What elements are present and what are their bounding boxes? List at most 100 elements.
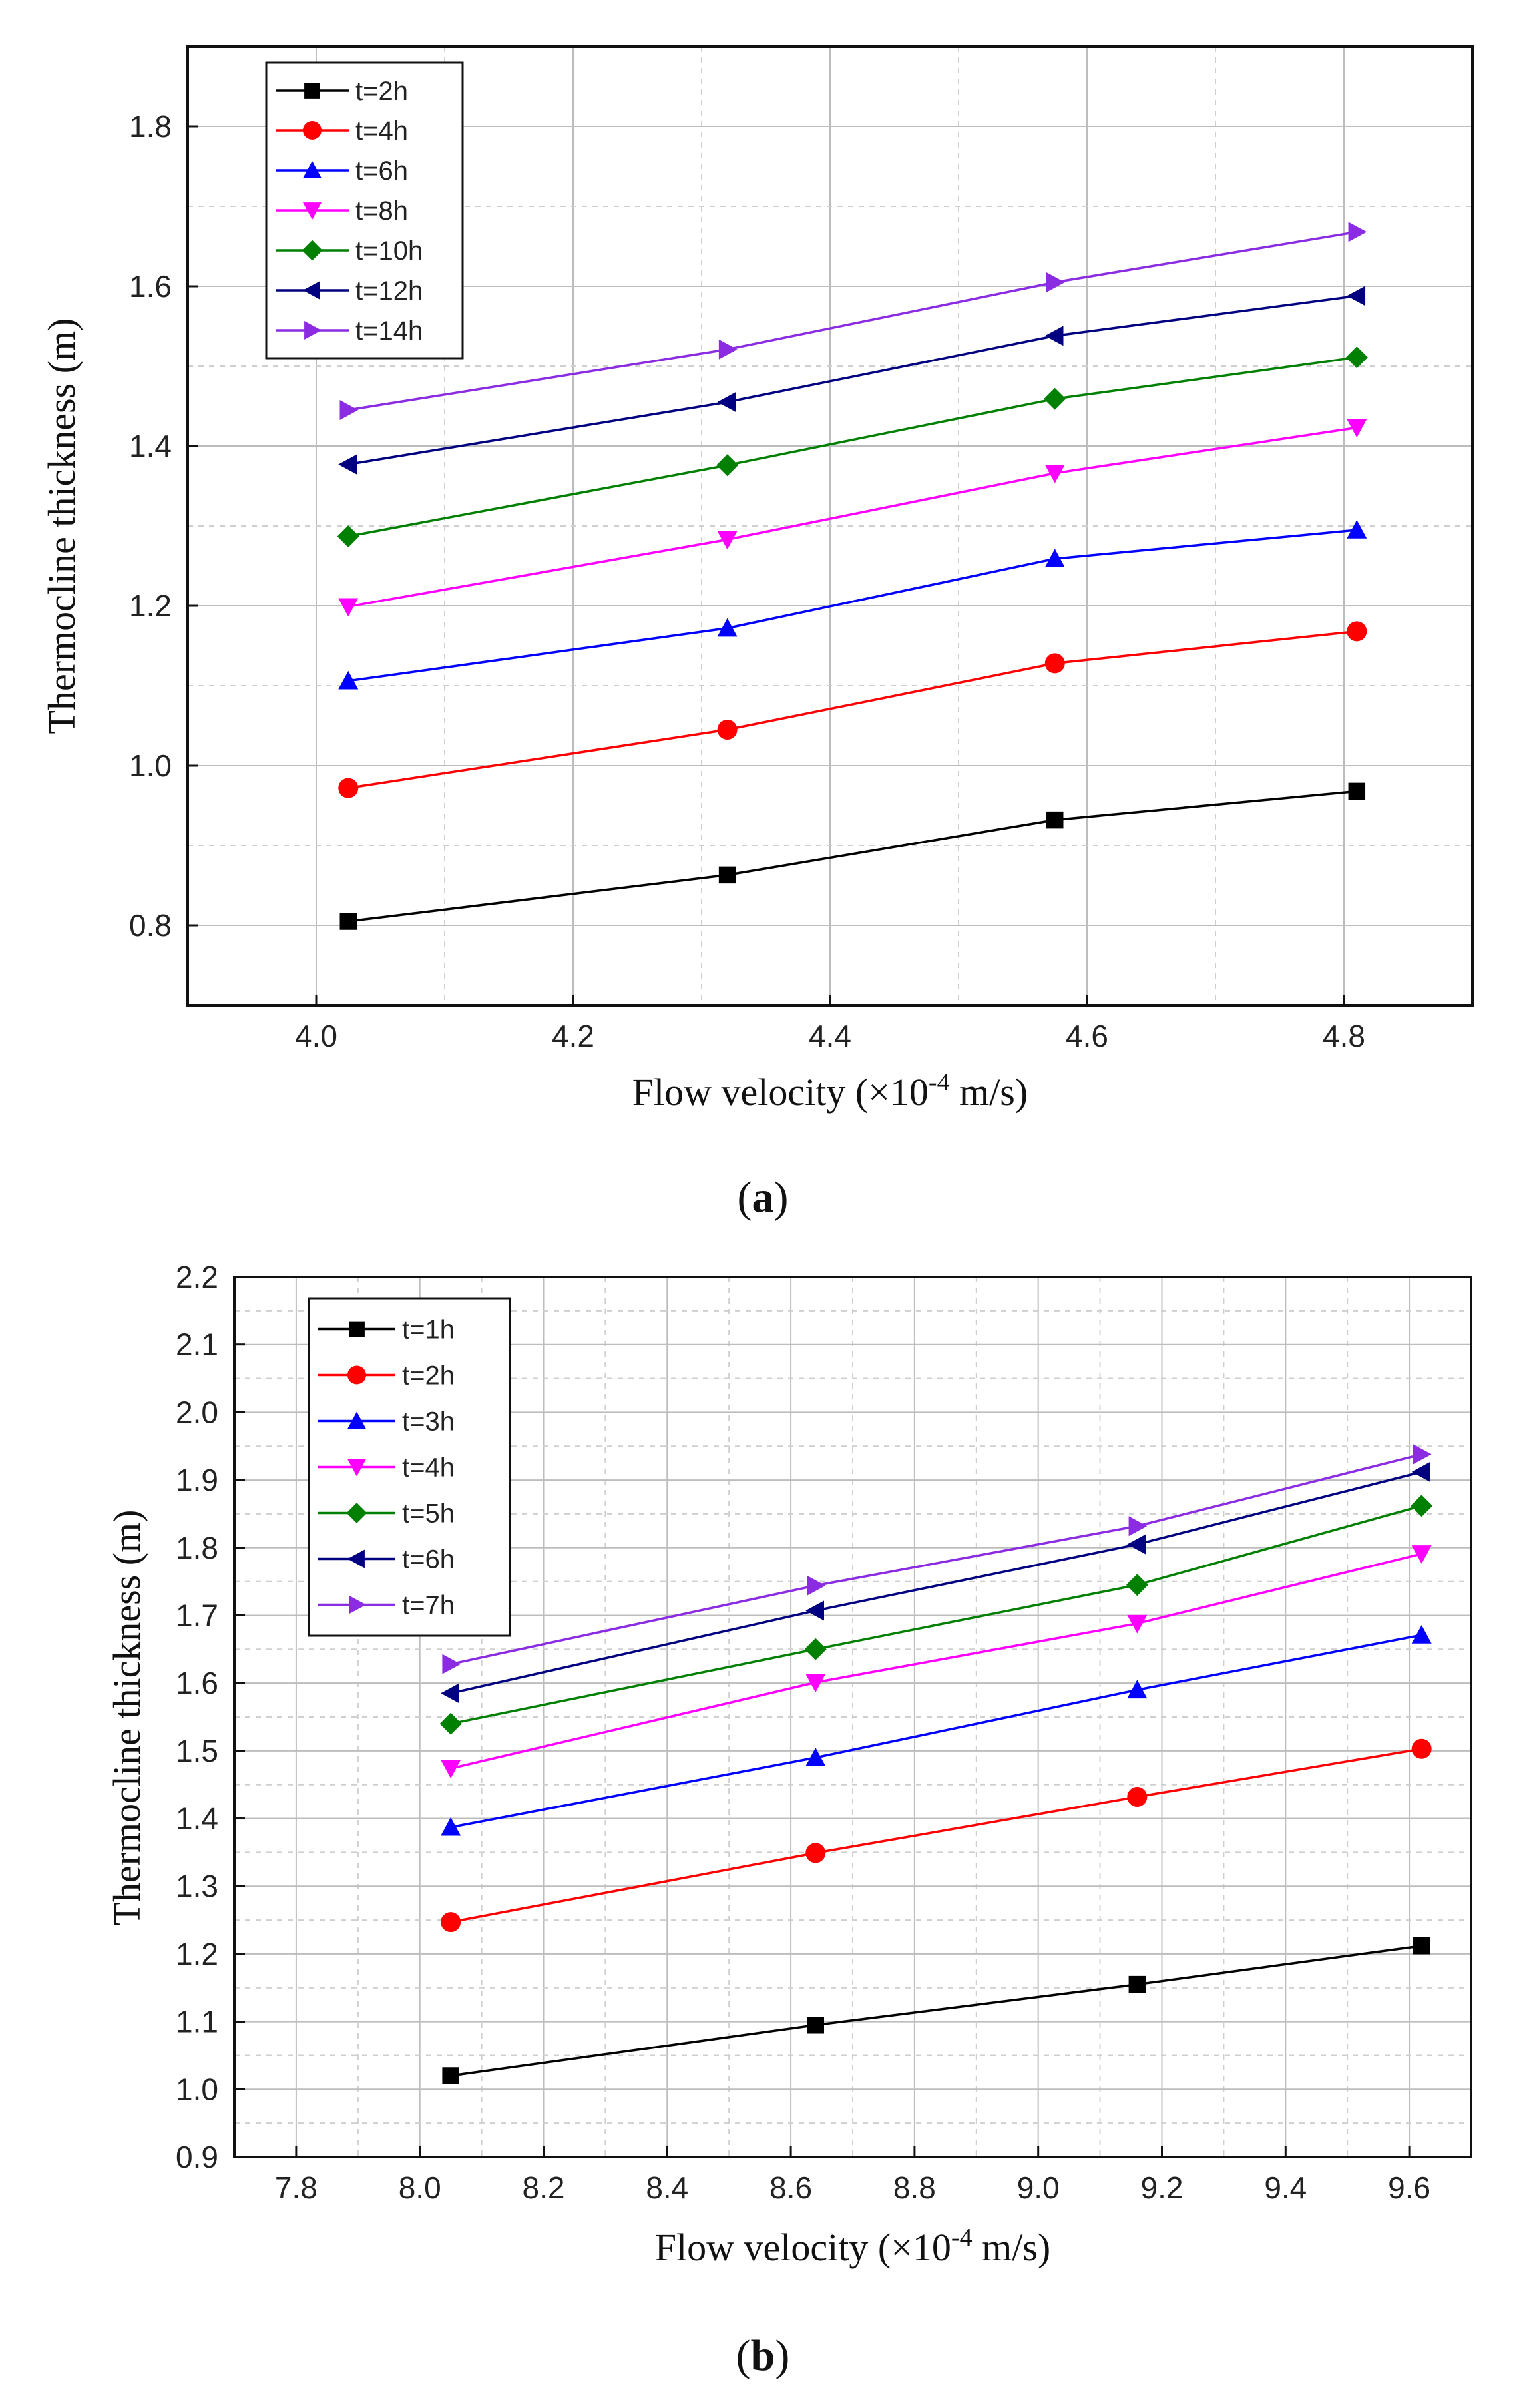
legend-item: t=1h xyxy=(318,1316,455,1345)
legend-label: t=5h xyxy=(402,1499,455,1529)
plot-frame xyxy=(233,1276,1472,2158)
y-tick-label: 0.9 xyxy=(176,2140,218,2174)
legend-label: t=6h xyxy=(402,1545,455,1574)
data-point xyxy=(1413,1937,1430,1955)
data-point xyxy=(1044,465,1065,483)
legend-label: t=10h xyxy=(355,236,423,266)
x-tick-label: 9.2 xyxy=(1141,2170,1184,2205)
data-point xyxy=(441,1683,459,1704)
legend-item: t=4h xyxy=(318,1453,455,1483)
data-point xyxy=(338,778,359,798)
y-tick-label: 1.6 xyxy=(176,1666,218,1700)
x-axis-label: Flow velocity (×10-4 m/s) xyxy=(655,2224,1050,2269)
data-point xyxy=(1413,1444,1432,1465)
series-line xyxy=(450,1553,1422,1770)
data-point xyxy=(717,720,738,740)
x-tick-label: 8.0 xyxy=(399,2170,441,2205)
x-tick-label: 9.0 xyxy=(1017,2170,1060,2205)
data-point xyxy=(1127,1786,1148,1807)
data-point xyxy=(1348,782,1366,800)
data-point xyxy=(804,1638,827,1660)
series-line xyxy=(450,1471,1422,1695)
y-tick-label: 1.4 xyxy=(129,429,172,463)
data-point xyxy=(1044,549,1065,567)
y-tick-label: 1.7 xyxy=(176,1598,218,1632)
y-tick-label: 1.0 xyxy=(129,748,172,783)
legend-item: t=2h xyxy=(276,77,408,106)
series-t=4h xyxy=(338,621,1367,798)
x-tick-label: 7.8 xyxy=(275,2170,318,2205)
x-tick-label: 8.2 xyxy=(523,2170,565,2205)
legend-label: t=2h xyxy=(402,1361,455,1391)
series-line xyxy=(348,529,1357,682)
y-tick-label: 1.0 xyxy=(176,2072,218,2106)
data-point xyxy=(1347,286,1366,306)
legend-marker xyxy=(347,1459,366,1477)
y-tick-label: 1.3 xyxy=(176,1869,218,1903)
legend-marker xyxy=(346,1503,367,1523)
series-line xyxy=(348,790,1357,923)
legend-item: t=2h xyxy=(318,1361,455,1391)
legend-label: t=6h xyxy=(355,156,408,186)
data-point xyxy=(338,670,359,690)
y-tick-label: 1.2 xyxy=(129,589,172,623)
series-line xyxy=(450,1453,1422,1666)
data-point xyxy=(807,1575,826,1596)
series-t=14h xyxy=(339,222,1367,420)
x-axis-label: Flow velocity (×10-4 m/s) xyxy=(632,1069,1028,1114)
series-line xyxy=(347,630,1357,790)
data-point xyxy=(1128,1975,1146,1993)
data-point xyxy=(439,1712,462,1735)
legend-label: t=4h xyxy=(402,1453,455,1483)
data-point xyxy=(718,339,738,360)
data-point xyxy=(717,531,738,550)
data-point xyxy=(337,525,359,548)
chart-panel-b: 7.8 8.0 8.2 8.4 8.6 8.8 9.0 9.2 9.4 9.6 0.9 1.0 1.1 1… xyxy=(105,1260,1472,2380)
legend-marker xyxy=(347,1411,366,1429)
data-point xyxy=(1347,621,1367,642)
series-line xyxy=(347,356,1357,538)
x-tick-label: 8.4 xyxy=(646,2170,688,2205)
data-point xyxy=(805,1674,826,1693)
data-point xyxy=(441,1760,461,1779)
series-t=10h xyxy=(337,346,1368,548)
data-point xyxy=(1046,811,1064,829)
y-tick-label: 2.1 xyxy=(176,1327,218,1362)
legend-item: t=3h xyxy=(318,1407,455,1437)
legend-label: t=12h xyxy=(355,276,423,306)
legend-label: t=1h xyxy=(402,1316,455,1345)
y-tick-label: 1.9 xyxy=(176,1463,218,1497)
legend-marker xyxy=(303,121,322,140)
data-point xyxy=(1046,272,1065,292)
series-t=6h xyxy=(441,1461,1430,1704)
data-point xyxy=(338,454,357,475)
series-line xyxy=(450,1748,1422,1923)
series-line xyxy=(450,1505,1422,1725)
data-point xyxy=(442,1654,461,1674)
y-tick-label: 1.2 xyxy=(176,1937,218,1971)
y-tick-label: 1.8 xyxy=(129,109,172,144)
data-point xyxy=(1411,1461,1430,1482)
legend-label: t=3h xyxy=(402,1407,455,1437)
y-tick-label: 1.1 xyxy=(176,2005,218,2039)
legend-label: t=2h xyxy=(355,77,408,106)
x-tick-label: 8.6 xyxy=(769,2170,812,2205)
legend-marker xyxy=(347,1365,366,1385)
data-point xyxy=(339,913,357,930)
legend-label: t=4h xyxy=(355,117,408,146)
x-tick-label: 9.4 xyxy=(1264,2170,1307,2205)
series-t=3h xyxy=(441,1624,1432,1836)
data-point xyxy=(1126,1574,1148,1596)
legend-item: t=6h xyxy=(318,1545,455,1574)
y-tick-label: 1.8 xyxy=(176,1531,218,1565)
data-point xyxy=(805,1843,826,1863)
x-tick-label: 4.6 xyxy=(1066,1019,1108,1053)
data-point xyxy=(716,454,739,477)
legend-item: t=4h xyxy=(276,117,408,146)
x-tick-label: 4.0 xyxy=(295,1019,337,1053)
data-point xyxy=(1411,1738,1432,1759)
data-point xyxy=(1128,1516,1148,1537)
series-line xyxy=(450,1634,1422,1829)
data-point xyxy=(441,1912,461,1933)
